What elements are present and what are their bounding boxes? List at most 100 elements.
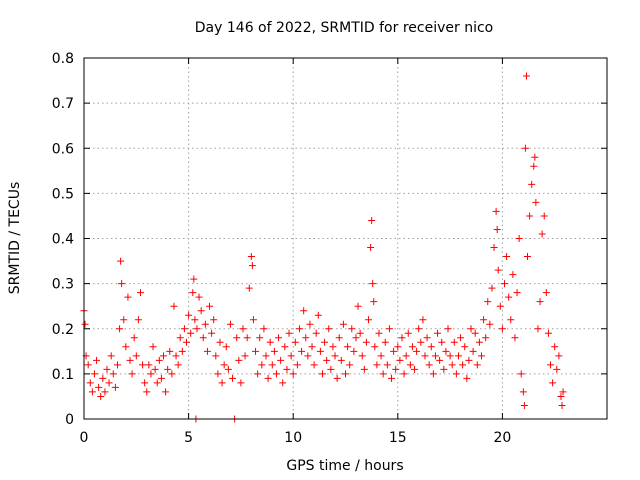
- data-point: [450, 338, 458, 346]
- data-point: [220, 361, 228, 369]
- data-point: [117, 257, 125, 265]
- data-point: [463, 374, 471, 382]
- data-point: [398, 334, 406, 342]
- y-tick-label: 0.3: [52, 277, 74, 293]
- data-point: [312, 329, 320, 337]
- data-point: [189, 289, 197, 297]
- data-point: [113, 361, 121, 369]
- data-point: [170, 302, 178, 310]
- data-point: [316, 347, 324, 355]
- data-point: [157, 374, 165, 382]
- data-point: [260, 325, 268, 333]
- y-tick-label: 0.5: [52, 186, 74, 202]
- data-point: [408, 343, 416, 351]
- data-point: [544, 329, 552, 337]
- data-point: [400, 370, 408, 378]
- data-point: [438, 338, 446, 346]
- data-point: [358, 352, 366, 360]
- data-point: [549, 379, 557, 387]
- data-point: [323, 356, 331, 364]
- data-point: [473, 361, 481, 369]
- data-point: [81, 320, 89, 328]
- data-point: [101, 388, 109, 396]
- data-point: [505, 293, 513, 301]
- data-point: [396, 356, 404, 364]
- data-point: [283, 365, 291, 373]
- data-point: [134, 316, 142, 324]
- data-point: [498, 325, 506, 333]
- data-point: [212, 352, 220, 360]
- data-point: [308, 343, 316, 351]
- data-point: [222, 343, 230, 351]
- data-point: [555, 352, 563, 360]
- data-point: [419, 316, 427, 324]
- data-point: [411, 365, 419, 373]
- data-point: [517, 370, 525, 378]
- data-point: [559, 388, 567, 396]
- data-point: [534, 325, 542, 333]
- data-point: [239, 325, 247, 333]
- data-point: [235, 356, 243, 364]
- data-point: [333, 374, 341, 382]
- data-point: [262, 352, 270, 360]
- data-point: [224, 365, 232, 373]
- data-point: [365, 316, 373, 324]
- data-point: [300, 307, 308, 315]
- x-axis-label: GPS time / hours: [286, 458, 403, 474]
- data-point: [304, 352, 312, 360]
- data-point: [429, 370, 437, 378]
- data-point: [314, 311, 322, 319]
- data-point: [350, 347, 358, 355]
- data-point: [266, 338, 274, 346]
- data-point: [210, 316, 218, 324]
- data-point: [360, 365, 368, 373]
- data-point: [434, 329, 442, 337]
- data-point: [141, 379, 149, 387]
- data-point: [302, 334, 310, 342]
- data-point: [417, 338, 425, 346]
- data-point: [272, 370, 280, 378]
- data-point: [394, 343, 402, 351]
- data-point: [531, 153, 539, 161]
- data-point: [331, 352, 339, 360]
- data-point: [298, 347, 306, 355]
- data-point: [362, 338, 370, 346]
- data-point: [214, 370, 222, 378]
- x-tick-label: 0: [80, 430, 89, 446]
- data-point: [406, 361, 414, 369]
- data-point: [270, 347, 278, 355]
- data-point: [344, 343, 352, 351]
- data-point: [446, 352, 454, 360]
- chart-title: Day 146 of 2022, SRMTID for receiver nic…: [195, 20, 493, 36]
- data-point: [415, 325, 423, 333]
- data-point: [203, 347, 211, 355]
- data-point: [191, 316, 199, 324]
- data-point: [421, 352, 429, 360]
- x-tick-label: 5: [184, 430, 193, 446]
- data-point: [84, 361, 92, 369]
- data-point: [111, 383, 119, 391]
- data-point: [88, 388, 96, 396]
- data-point: [95, 383, 103, 391]
- data-point: [551, 343, 559, 351]
- data-point: [392, 365, 400, 373]
- y-tick-label: 0.4: [52, 232, 74, 248]
- data-point: [149, 343, 157, 351]
- data-point: [237, 379, 245, 387]
- data-point: [521, 144, 529, 152]
- data-point: [494, 266, 502, 274]
- data-point: [180, 325, 188, 333]
- data-point: [122, 343, 130, 351]
- data-point: [515, 235, 523, 242]
- data-point: [519, 388, 527, 396]
- data-point: [172, 352, 180, 360]
- data-point: [511, 334, 519, 342]
- data-point: [178, 347, 186, 355]
- data-point: [423, 334, 431, 342]
- data-point: [187, 329, 195, 337]
- data-point: [229, 374, 237, 382]
- data-point: [440, 365, 448, 373]
- data-point: [520, 401, 528, 409]
- data-point: [295, 325, 303, 333]
- data-point: [268, 361, 276, 369]
